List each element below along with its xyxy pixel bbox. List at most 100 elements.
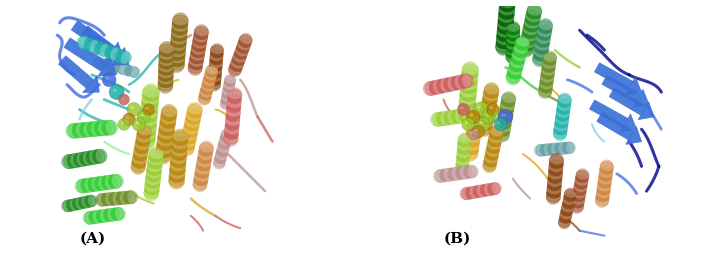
Ellipse shape xyxy=(139,125,156,137)
Ellipse shape xyxy=(195,165,210,175)
Polygon shape xyxy=(71,21,115,56)
Ellipse shape xyxy=(183,127,198,138)
Ellipse shape xyxy=(232,56,244,66)
Ellipse shape xyxy=(488,138,501,147)
Ellipse shape xyxy=(138,126,151,136)
Ellipse shape xyxy=(542,60,556,69)
Ellipse shape xyxy=(462,108,472,122)
Ellipse shape xyxy=(121,97,124,99)
Ellipse shape xyxy=(518,45,534,55)
Ellipse shape xyxy=(506,41,519,50)
Ellipse shape xyxy=(461,68,478,79)
Ellipse shape xyxy=(146,107,149,109)
Ellipse shape xyxy=(495,114,498,117)
Ellipse shape xyxy=(549,159,563,169)
Circle shape xyxy=(457,103,469,116)
Ellipse shape xyxy=(576,171,589,180)
Ellipse shape xyxy=(522,28,537,39)
Ellipse shape xyxy=(169,60,185,70)
Ellipse shape xyxy=(110,48,119,60)
Ellipse shape xyxy=(229,65,241,75)
Ellipse shape xyxy=(172,135,188,146)
Ellipse shape xyxy=(575,174,588,183)
Ellipse shape xyxy=(496,127,510,136)
Ellipse shape xyxy=(514,44,528,54)
Ellipse shape xyxy=(541,70,554,79)
Ellipse shape xyxy=(470,114,473,117)
Ellipse shape xyxy=(462,64,479,75)
Ellipse shape xyxy=(183,124,198,134)
Ellipse shape xyxy=(483,91,497,101)
Ellipse shape xyxy=(526,12,540,23)
Ellipse shape xyxy=(479,111,495,121)
Ellipse shape xyxy=(487,144,500,154)
Ellipse shape xyxy=(94,42,104,54)
Ellipse shape xyxy=(440,169,448,182)
Ellipse shape xyxy=(435,170,444,183)
Ellipse shape xyxy=(131,163,145,172)
Ellipse shape xyxy=(141,108,157,119)
Ellipse shape xyxy=(193,39,206,49)
Ellipse shape xyxy=(79,36,88,49)
Ellipse shape xyxy=(554,143,562,155)
Ellipse shape xyxy=(451,110,461,124)
Ellipse shape xyxy=(226,103,241,113)
Ellipse shape xyxy=(221,97,232,105)
Ellipse shape xyxy=(489,134,502,144)
Ellipse shape xyxy=(539,21,552,30)
Ellipse shape xyxy=(159,122,175,132)
Circle shape xyxy=(498,109,513,124)
Ellipse shape xyxy=(170,161,185,172)
Ellipse shape xyxy=(461,76,477,87)
Ellipse shape xyxy=(496,39,512,49)
Ellipse shape xyxy=(145,179,160,189)
Ellipse shape xyxy=(185,118,200,128)
Ellipse shape xyxy=(160,114,176,125)
Ellipse shape xyxy=(148,156,163,166)
Ellipse shape xyxy=(200,143,213,153)
Ellipse shape xyxy=(540,74,554,83)
Ellipse shape xyxy=(553,130,567,139)
Ellipse shape xyxy=(575,180,587,189)
Ellipse shape xyxy=(190,54,203,64)
Ellipse shape xyxy=(497,24,513,34)
Ellipse shape xyxy=(89,40,98,53)
Ellipse shape xyxy=(448,110,457,124)
Ellipse shape xyxy=(460,87,477,98)
Ellipse shape xyxy=(459,105,475,116)
Ellipse shape xyxy=(470,132,473,134)
Ellipse shape xyxy=(596,196,609,205)
Circle shape xyxy=(462,118,474,131)
Ellipse shape xyxy=(156,147,172,158)
Ellipse shape xyxy=(466,187,474,199)
Ellipse shape xyxy=(209,67,222,75)
Ellipse shape xyxy=(525,15,539,26)
Ellipse shape xyxy=(558,219,570,227)
Ellipse shape xyxy=(500,105,513,114)
Ellipse shape xyxy=(433,80,443,94)
Ellipse shape xyxy=(524,19,539,29)
Ellipse shape xyxy=(477,124,492,134)
Ellipse shape xyxy=(171,34,187,45)
Ellipse shape xyxy=(193,180,207,189)
Ellipse shape xyxy=(224,130,239,139)
Ellipse shape xyxy=(513,48,526,58)
Ellipse shape xyxy=(547,185,561,195)
Ellipse shape xyxy=(226,108,240,117)
Ellipse shape xyxy=(136,137,149,147)
Ellipse shape xyxy=(548,170,562,180)
Ellipse shape xyxy=(459,75,468,89)
Polygon shape xyxy=(625,77,642,95)
Ellipse shape xyxy=(169,176,185,186)
Ellipse shape xyxy=(467,117,482,127)
Ellipse shape xyxy=(72,123,82,138)
Ellipse shape xyxy=(463,149,478,159)
Ellipse shape xyxy=(497,119,511,129)
Ellipse shape xyxy=(227,99,241,108)
Polygon shape xyxy=(105,42,124,60)
Polygon shape xyxy=(83,76,99,92)
Polygon shape xyxy=(638,102,654,120)
Ellipse shape xyxy=(115,50,125,62)
Ellipse shape xyxy=(456,167,464,180)
Ellipse shape xyxy=(68,123,79,138)
